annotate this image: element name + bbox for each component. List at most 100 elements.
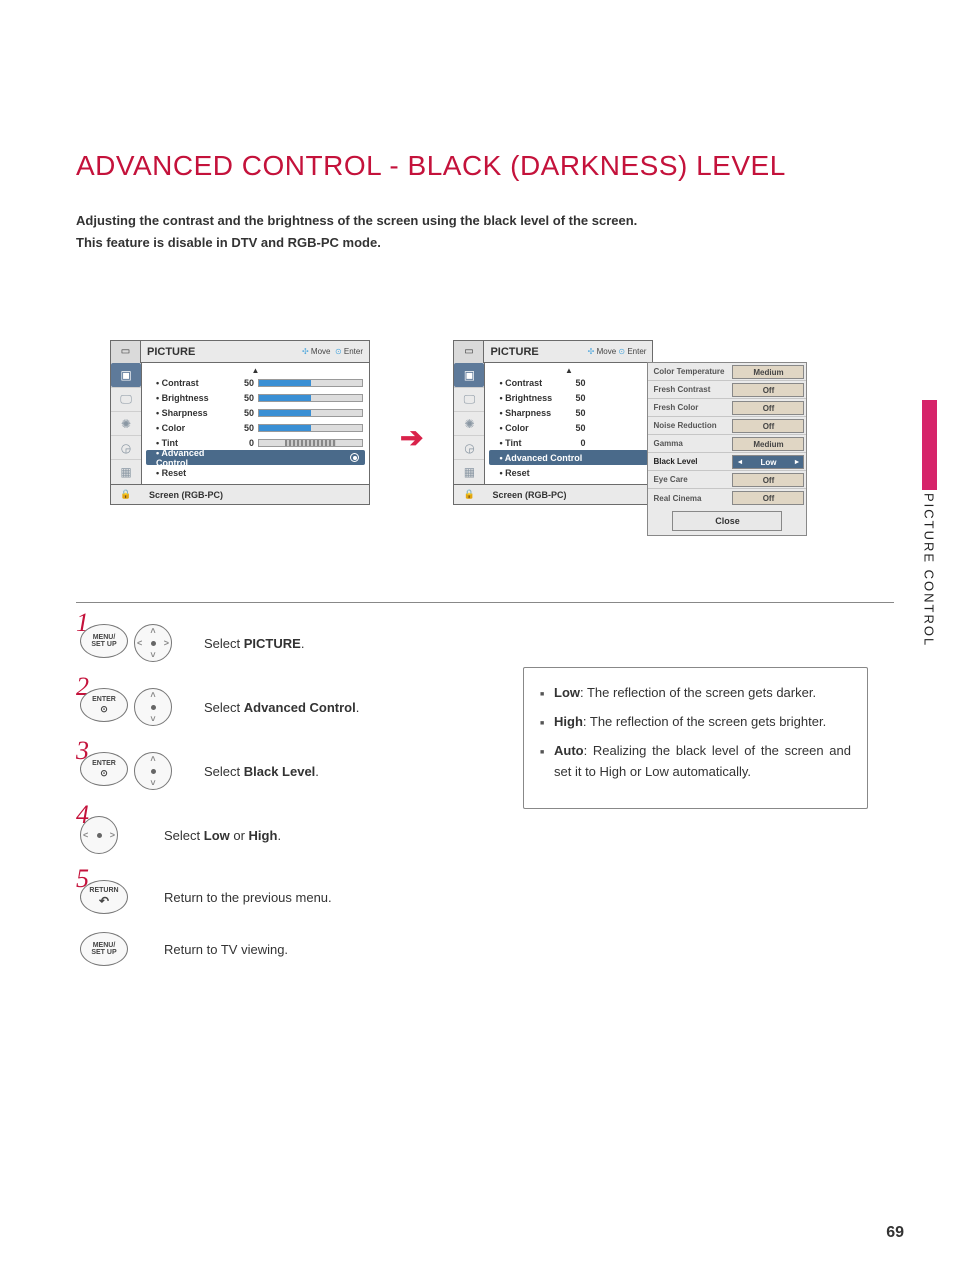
osd-item[interactable]: • Brightness50 [142,390,369,405]
close-button[interactable]: Close [672,511,782,531]
osd-item[interactable]: • Brightness50 [485,390,652,405]
osd-item[interactable]: • Sharpness50 [142,405,369,420]
osd-item[interactable]: • Color50 [485,420,652,435]
button-label: RETURN [89,887,118,894]
advanced-item-label: Black Level [648,457,732,466]
step-text: Select Advanced Control. [190,700,359,715]
cat-icon-lock[interactable]: 🔒 [454,485,484,504]
osd-header: ▭ PICTURE ✣ Move ⊙ Enter [111,341,369,363]
menu-setup-button[interactable]: MENU/ SET UP [80,624,128,658]
menu-setup-button[interactable]: MENU/ SET UP [80,932,128,966]
advanced-item[interactable]: GammaMedium [648,435,806,453]
advanced-item[interactable]: Color TemperatureMedium [648,363,806,381]
advanced-item-value: Medium [732,365,804,379]
advanced-item-label: Eye Care [648,475,732,484]
osd-title: PICTURE [484,346,587,358]
osd-item-value: 50 [571,423,589,433]
osd-item-value: 50 [236,408,258,418]
osd-menus: ▭ PICTURE ✣ Move ⊙ Enter ▣ 🖵 ✺ ◶ ▦ ▲ • C… [110,340,653,505]
cat-icon-audio[interactable]: 🖵 [454,387,484,411]
picture-icon: ▭ [454,341,484,363]
advanced-item[interactable]: Noise ReductionOff [648,417,806,435]
cat-icon-time[interactable]: ◶ [454,435,484,459]
osd-item-label: • Reset [156,468,236,478]
osd-item-value: 50 [571,408,589,418]
advanced-item[interactable]: Fresh ContrastOff [648,381,806,399]
osd-picture-menu-right: ▭ PICTURE ✣ Move ⊙ Enter ▣ 🖵 ✺ ◶ ▦ ▲ • C… [453,340,653,505]
advanced-item-label: Color Temperature [648,367,732,376]
osd-header-hints: ✣ Move ⊙ Enter [302,347,369,356]
steps-list: 1 MENU/ SET UP ˄˅˂˃ Select PICTURE. 2 EN… [80,624,500,984]
hint-move: Move [597,347,617,356]
nav-updown-button[interactable]: ˄˅ [134,688,172,726]
enter-button[interactable]: ENTER⊙ [80,752,128,786]
cat-icon-setup[interactable]: ✺ [111,411,141,435]
arrow-right-icon: ➔ [400,421,423,454]
osd-item[interactable]: • Contrast50 [485,375,652,390]
section-tab-marker [922,400,937,490]
osd-item[interactable]: • Sharpness50 [485,405,652,420]
cat-icon-picture[interactable]: ▣ [111,363,141,387]
osd-item[interactable]: • Color50 [142,420,369,435]
osd-item-reset[interactable]: • Reset [142,465,369,480]
osd-item-value: 50 [236,378,258,388]
step-text: Select Black Level. [190,764,319,779]
advanced-item[interactable]: Eye CareOff [648,471,806,489]
advanced-item-value: Off [732,401,804,415]
cat-icon-option[interactable]: ▦ [454,459,484,483]
cat-icon-time[interactable]: ◶ [111,435,141,459]
button-label: ENTER [92,696,116,703]
cat-icon-setup[interactable]: ✺ [454,411,484,435]
osd-item[interactable]: • Contrast50 [142,375,369,390]
cat-icon-audio[interactable]: 🖵 [111,387,141,411]
info-item-high: High: The reflection of the screen gets … [540,711,851,732]
osd-item-label: • Tint [156,438,236,448]
osd-header-hints: ✣ Move ⊙ Enter [588,347,653,356]
info-item-low: Low: The reflection of the screen gets d… [540,682,851,703]
osd-item[interactable]: • Tint0 [485,435,652,450]
page-number: 69 [886,1224,904,1242]
osd-item-value: 0 [236,438,258,448]
step-text: Return to the previous menu. [150,890,332,905]
nav-leftright-button[interactable]: ˂˃ [80,816,118,854]
advanced-item[interactable]: Black LevelLow [648,453,806,471]
step-text: Return to TV viewing. [150,942,288,957]
osd-item-label: • Brightness [156,393,236,403]
cat-icon-picture[interactable]: ▣ [454,363,484,387]
osd-item-advanced-control[interactable]: • Advanced Control [489,450,648,465]
advanced-item-value: Off [732,491,804,505]
hint-enter: Enter [344,347,363,356]
step-text: Select PICTURE. [190,636,304,651]
hint-enter: Enter [627,347,646,356]
osd-footer-label: Screen (RGB-PC) [484,490,566,500]
osd-footer-label: Screen (RGB-PC) [141,490,223,500]
nav-updown-button[interactable]: ˄˅ [134,752,172,790]
cat-icon-lock[interactable]: 🔒 [111,485,141,504]
osd-item-bar [258,379,363,387]
osd-item-advanced-control[interactable]: • Advanced Control [146,450,365,465]
intro-line-1: Adjusting the contrast and the brightnes… [76,210,637,232]
intro-line-2: This feature is disable in DTV and RGB-P… [76,232,637,254]
advanced-item[interactable]: Real CinemaOff [648,489,806,507]
cat-icon-option[interactable]: ▦ [111,459,141,483]
advanced-item-value: Off [732,383,804,397]
advanced-item[interactable]: Fresh ColorOff [648,399,806,417]
osd-picture-menu-right-wrapper: ▭ PICTURE ✣ Move ⊙ Enter ▣ 🖵 ✺ ◶ ▦ ▲ • C… [453,340,653,505]
section-divider [76,602,894,603]
return-button[interactable]: RETURN↶ [80,880,128,914]
advanced-item-value: Off [732,473,804,487]
info-item-auto: Auto: Realizing the black level of the s… [540,740,851,782]
step-5: 5 RETURN↶ Return to the previous menu. [80,880,500,914]
picture-icon: ▭ [111,341,141,363]
osd-footer: 🔒 Screen (RGB-PC) [454,484,652,504]
osd-item-reset[interactable]: • Reset [485,465,652,480]
nav-dpad-button[interactable]: ˄˅˂˃ [134,624,172,662]
advanced-item-value: Low [732,455,804,469]
osd-item-value: 50 [571,378,589,388]
advanced-item-label: Real Cinema [648,494,732,503]
enter-button[interactable]: ENTER⊙ [80,688,128,722]
osd-category-icons: ▣ 🖵 ✺ ◶ ▦ [454,363,484,484]
osd-item-label: • Sharpness [499,408,571,418]
step-4: 4 ˂˃ Select Low or High. [80,816,500,854]
osd-item-value: 50 [571,393,589,403]
